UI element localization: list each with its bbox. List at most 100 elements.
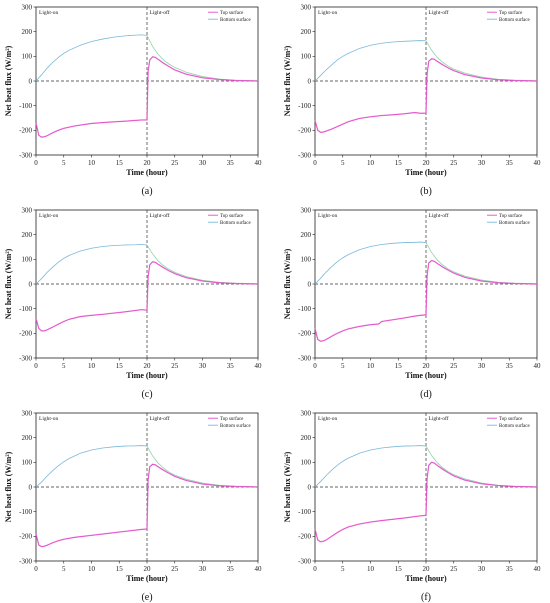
y-tick-label: -100 — [298, 305, 311, 313]
y-tick-label: -100 — [19, 305, 32, 313]
x-tick-label: 15 — [116, 565, 124, 573]
chart-panel: 0 5 10 15 20 25 30 35 40 -300 -200 -100 0 100 200 300 Ti… — [4, 3, 263, 197]
y-tick-label: 0 — [29, 77, 33, 85]
y-tick-label: -100 — [298, 102, 311, 110]
x-tick-label: 20 — [144, 565, 152, 573]
top-surface-line — [35, 56, 259, 138]
y-tick-label: 300 — [22, 206, 33, 214]
y-tick-label: -300 — [19, 557, 32, 565]
legend-top-label: Top surface — [220, 417, 244, 422]
bottom-surface-line — [314, 445, 427, 488]
x-tick-label: 35 — [227, 565, 235, 573]
bottom-surface-line-light-off — [425, 445, 538, 488]
chart-panel: 0 5 10 15 20 25 30 35 40 -300 -200 -100 0 100 200 300 Ti… — [283, 409, 542, 603]
light-on-label: Light-on — [39, 416, 58, 422]
y-tick-label: 200 — [22, 28, 33, 36]
x-tick-label: 30 — [199, 565, 207, 573]
bottom-surface-line — [314, 40, 427, 82]
x-tick-label: 15 — [395, 565, 403, 573]
y-tick-label: 0 — [308, 280, 312, 288]
y-tick-label: -300 — [298, 354, 311, 362]
x-tick-label: 30 — [478, 362, 486, 370]
y-tick-label: -200 — [298, 330, 311, 338]
y-tick-label: 100 — [301, 459, 312, 467]
y-tick-label: -200 — [19, 127, 32, 135]
legend-bottom-label: Bottom surface — [499, 18, 530, 23]
x-tick-label: 40 — [255, 362, 263, 370]
x-tick-label: 15 — [116, 362, 124, 370]
top-surface-line — [35, 463, 259, 548]
y-tick-label: 100 — [301, 256, 312, 264]
y-tick-label: 200 — [301, 434, 312, 442]
x-tick-label: 5 — [341, 565, 345, 573]
top-surface-line — [314, 260, 538, 342]
x-tick-label: 40 — [534, 565, 542, 573]
y-tick-label: -200 — [19, 533, 32, 541]
bottom-surface-line-light-off — [146, 35, 259, 82]
y-tick-label: 200 — [22, 434, 33, 442]
legend-top-label: Top surface — [220, 214, 244, 219]
light-on-label: Light-on — [318, 416, 337, 422]
bottom-surface-line-light-off — [146, 445, 259, 488]
x-tick-label: 0 — [34, 159, 38, 167]
y-axis-label: Net heat flux (W/m²) — [4, 451, 13, 522]
bottom-surface-line — [314, 241, 427, 285]
y-tick-label: 100 — [301, 53, 312, 61]
x-tick-label: 40 — [255, 565, 263, 573]
x-tick-label: 10 — [88, 362, 96, 370]
y-axis-label: Net heat flux (W/m²) — [283, 45, 292, 116]
legend-bottom-label: Bottom surface — [499, 221, 530, 226]
panel-caption: (a) — [141, 186, 152, 197]
legend-top-label: Top surface — [499, 214, 523, 219]
light-on-label: Light-on — [39, 10, 58, 16]
bottom-surface-line — [35, 244, 148, 285]
legend-top-label: Top surface — [220, 11, 244, 16]
y-tick-label: 0 — [29, 483, 33, 491]
chart-panel: 0 5 10 15 20 25 30 35 40 -300 -200 -100 0 100 200 300 Ti… — [4, 409, 263, 603]
y-tick-label: 300 — [22, 3, 33, 11]
legend-bottom-label: Bottom surface — [499, 424, 530, 429]
panel-caption: (d) — [420, 389, 432, 400]
light-off-label: Light-off — [150, 415, 170, 422]
x-tick-label: 10 — [88, 159, 96, 167]
x-tick-label: 0 — [34, 565, 38, 573]
x-tick-label: 40 — [534, 159, 542, 167]
y-tick-label: -100 — [19, 508, 32, 516]
y-tick-label: 300 — [301, 409, 312, 417]
x-tick-label: 20 — [423, 159, 431, 167]
x-tick-label: 5 — [341, 362, 345, 370]
y-tick-label: -100 — [298, 508, 311, 516]
legend-top-label: Top surface — [499, 11, 523, 16]
y-tick-label: 100 — [22, 459, 33, 467]
y-tick-label: 200 — [301, 231, 312, 239]
x-tick-label: 10 — [367, 362, 375, 370]
light-off-label: Light-off — [429, 415, 449, 422]
y-tick-label: 0 — [29, 280, 33, 288]
x-tick-label: 0 — [313, 565, 317, 573]
x-tick-label: 35 — [506, 565, 514, 573]
y-tick-label: -100 — [19, 102, 32, 110]
top-surface-line — [314, 58, 538, 133]
x-axis-label: Time (hour) — [405, 371, 447, 380]
x-tick-label: 40 — [255, 159, 263, 167]
y-axis-label: Net heat flux (W/m²) — [283, 248, 292, 319]
x-tick-label: 35 — [506, 159, 514, 167]
y-axis-label: Net heat flux (W/m²) — [283, 451, 292, 522]
x-tick-label: 30 — [478, 565, 486, 573]
x-tick-label: 10 — [367, 159, 375, 167]
x-tick-label: 25 — [171, 159, 179, 167]
y-tick-label: 300 — [22, 409, 33, 417]
chart-panel: 0 5 10 15 20 25 30 35 40 -300 -200 -100 0 100 200 300 Ti… — [4, 206, 263, 400]
y-tick-label: -200 — [19, 330, 32, 338]
bottom-surface-line-light-off — [425, 40, 538, 82]
x-tick-label: 35 — [227, 362, 235, 370]
light-off-label: Light-off — [150, 212, 170, 219]
x-tick-label: 25 — [171, 565, 179, 573]
x-tick-label: 40 — [534, 362, 542, 370]
y-tick-label: 0 — [308, 77, 312, 85]
x-tick-label: 20 — [423, 565, 431, 573]
x-tick-label: 0 — [313, 159, 317, 167]
x-tick-label: 25 — [450, 159, 458, 167]
y-tick-label: 300 — [301, 3, 312, 11]
y-tick-label: -300 — [298, 557, 311, 565]
